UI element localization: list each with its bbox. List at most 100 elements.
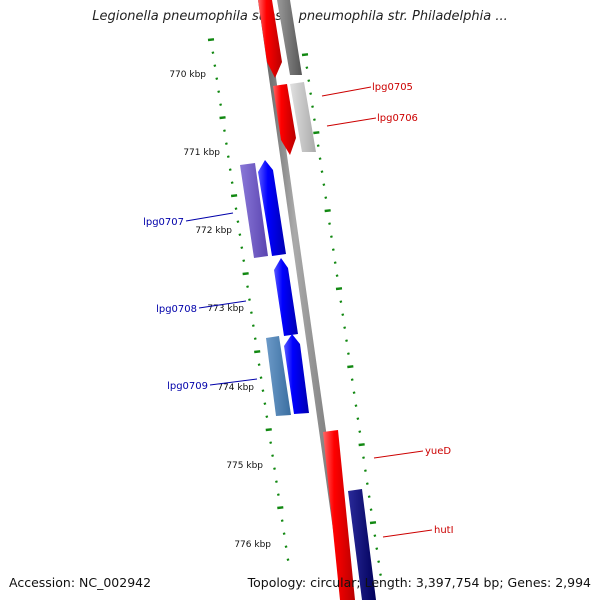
track-tick bbox=[331, 248, 335, 251]
track-tick bbox=[263, 402, 267, 405]
track-tick bbox=[330, 235, 333, 238]
gene-label-lpg0706[interactable]: lpg0706 bbox=[377, 113, 418, 124]
callout-line-lpg0707 bbox=[185, 212, 234, 222]
track-tick bbox=[364, 469, 367, 472]
gene-label-lpg0705[interactable]: lpg0705 bbox=[372, 82, 413, 93]
feature-blue-b bbox=[284, 334, 309, 414]
track-tick bbox=[271, 454, 275, 457]
track-tick bbox=[335, 274, 339, 277]
track-tick bbox=[211, 51, 215, 54]
track-tick bbox=[253, 337, 257, 340]
track-tick bbox=[269, 441, 273, 444]
feature-blue-a bbox=[258, 160, 286, 256]
tick-labels: 770 kbp 771 kbp 772 kbp 773 kbp 774 kbp … bbox=[169, 70, 271, 550]
callout-line-lpg0705 bbox=[321, 86, 372, 97]
track-tick bbox=[261, 389, 265, 392]
track-tick bbox=[259, 376, 263, 379]
track-tick bbox=[224, 142, 228, 145]
track-tick bbox=[301, 53, 309, 57]
track-tick bbox=[286, 558, 290, 561]
track-tick bbox=[362, 456, 365, 459]
track-tick bbox=[219, 103, 223, 106]
track-tick bbox=[320, 170, 324, 173]
track-tick bbox=[276, 493, 280, 496]
track-tick bbox=[369, 508, 373, 511]
track-tick bbox=[347, 352, 350, 355]
track-tick bbox=[219, 116, 226, 120]
gene-label-lpg0707[interactable]: lpg0707 bbox=[143, 217, 184, 228]
track-tick bbox=[324, 196, 328, 199]
track-tick bbox=[213, 64, 217, 67]
track-tick bbox=[318, 157, 322, 160]
track-tick bbox=[257, 363, 261, 366]
tick-label: 772 kbp bbox=[195, 226, 232, 236]
track-tick bbox=[311, 105, 314, 108]
callout-line-lpg0709 bbox=[209, 378, 258, 386]
gene-callouts: lpg0705 lpg0706 lpg0707 lpg0708 lpg0709 … bbox=[143, 82, 454, 538]
track-tick bbox=[343, 326, 347, 329]
feature-lpg0709 bbox=[266, 336, 291, 416]
track-tick bbox=[369, 521, 377, 525]
track-tick bbox=[207, 38, 215, 42]
gene-label-hutI[interactable]: hutI bbox=[434, 525, 454, 536]
track-tick bbox=[316, 144, 320, 147]
track-tick bbox=[238, 233, 242, 236]
features bbox=[240, 0, 376, 600]
gene-label-yueD[interactable]: yueD bbox=[425, 446, 451, 457]
track-tick bbox=[251, 324, 255, 327]
track-tick bbox=[236, 220, 240, 223]
track-tick bbox=[377, 560, 381, 563]
track-tick bbox=[358, 430, 362, 433]
track-tick bbox=[250, 311, 253, 314]
track-tick bbox=[324, 209, 331, 213]
tick-tracks bbox=[207, 38, 382, 576]
track-tick bbox=[246, 285, 249, 288]
feature-lpg0706 bbox=[290, 82, 316, 152]
track-tick bbox=[240, 246, 244, 249]
callout-line-yueD bbox=[373, 450, 424, 459]
track-tick bbox=[230, 181, 234, 184]
tick-label: 776 kbp bbox=[234, 540, 271, 550]
feature-lpg0708 bbox=[274, 258, 298, 336]
genome-summary: Topology: circular; Length: 3,397,754 bp… bbox=[247, 575, 591, 590]
tick-label: 770 kbp bbox=[169, 70, 206, 80]
track-tick bbox=[215, 77, 219, 80]
track-tick bbox=[333, 261, 337, 264]
feature-hutI bbox=[348, 489, 376, 600]
tick-label: 774 kbp bbox=[217, 383, 254, 393]
track-tick bbox=[367, 495, 371, 498]
track-tick bbox=[234, 207, 238, 210]
track-tick bbox=[280, 519, 284, 522]
track-tick bbox=[277, 506, 284, 510]
callout-line-hutI bbox=[382, 529, 433, 538]
accession-label: Accession: NC_002942 bbox=[9, 575, 152, 590]
track-tick bbox=[309, 92, 313, 95]
callout-line-lpg0708 bbox=[198, 300, 247, 309]
track-tick bbox=[254, 350, 261, 354]
track-tick bbox=[305, 66, 309, 69]
map-title: Legionella pneumophila subsp. pneumophil… bbox=[92, 9, 508, 24]
tick-label: 773 kbp bbox=[207, 304, 244, 314]
track-tick bbox=[242, 272, 249, 276]
track-tick bbox=[322, 183, 326, 186]
feature-lpg0707 bbox=[240, 163, 268, 258]
track-tick bbox=[223, 129, 226, 132]
track-tick bbox=[226, 155, 230, 158]
track-tick bbox=[307, 79, 311, 82]
gene-label-lpg0709[interactable]: lpg0709 bbox=[167, 381, 208, 392]
track-tick bbox=[230, 194, 238, 198]
track-tick bbox=[328, 222, 331, 225]
track-tick bbox=[356, 417, 360, 420]
track-tick bbox=[284, 545, 288, 548]
track-tick bbox=[339, 300, 343, 303]
track-tick bbox=[242, 259, 246, 262]
tick-label: 771 kbp bbox=[183, 148, 220, 158]
track-tick bbox=[228, 168, 232, 171]
gene-label-lpg0708[interactable]: lpg0708 bbox=[156, 304, 197, 315]
track-tick bbox=[335, 287, 343, 291]
track-tick bbox=[275, 480, 278, 483]
track-tick bbox=[265, 415, 269, 418]
track-tick bbox=[265, 428, 272, 432]
track-tick bbox=[365, 482, 369, 485]
